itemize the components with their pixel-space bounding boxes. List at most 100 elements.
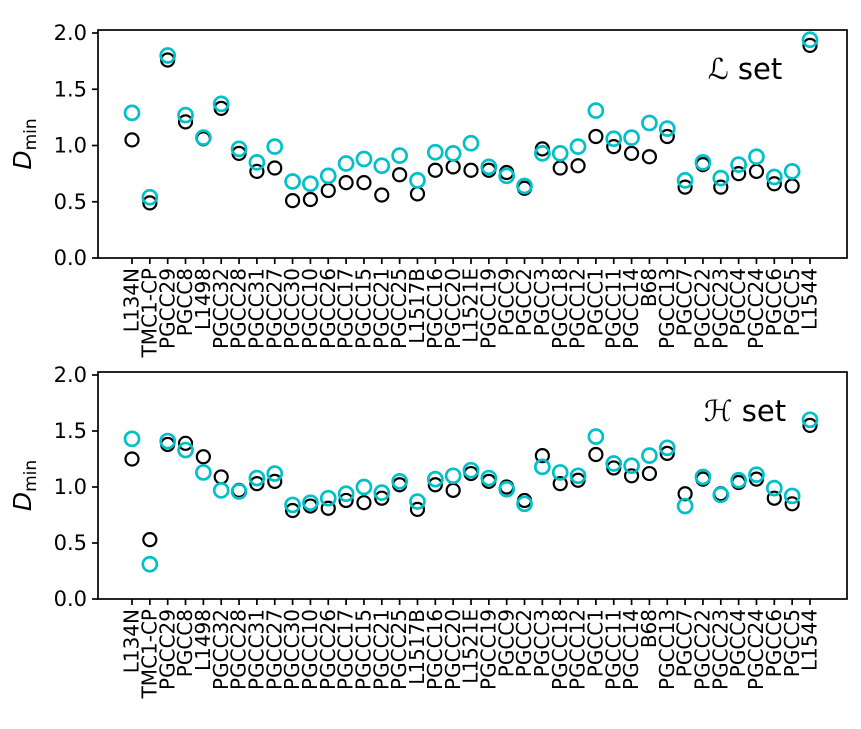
data-point-cyan — [676, 497, 694, 515]
data-point-cyan — [480, 469, 498, 487]
x-tick-label: PGCC4 — [726, 609, 750, 677]
x-tick-label: PGCC31 — [244, 609, 268, 690]
data-point-cyan — [569, 138, 587, 155]
y-tick-label: 0.5 — [54, 531, 87, 555]
data-point-black — [606, 139, 622, 155]
data-point-cyan — [426, 143, 444, 161]
y-axis-label: Dmin — [8, 118, 41, 169]
y-tick-label: 1.0 — [54, 134, 87, 158]
data-point-cyan — [230, 140, 248, 158]
data-point-cyan — [694, 154, 712, 171]
data-point-cyan — [409, 172, 426, 189]
x-tick-label: PGCC20 — [441, 609, 465, 690]
data-point-cyan — [355, 478, 373, 496]
data-point-cyan — [641, 447, 658, 464]
data-point-cyan — [498, 167, 516, 185]
x-tick-label: PGCC20 — [441, 268, 465, 349]
data-point-cyan — [587, 428, 605, 445]
data-point-black — [338, 492, 354, 509]
x-tick-label: PGCC13 — [655, 268, 679, 349]
x-tick-label: PGCC21 — [369, 609, 393, 690]
data-point-cyan — [319, 167, 337, 185]
data-point-black — [552, 160, 568, 176]
x-tick-label: PGCC25 — [387, 268, 411, 349]
x-tick-label: PGCC26 — [316, 609, 340, 690]
y-tick-label: 0.5 — [54, 190, 87, 214]
data-point-cyan — [284, 496, 301, 514]
y-tick-label: 2.0 — [54, 21, 87, 45]
x-tick-label: PGCC8 — [173, 268, 197, 336]
data-point-cyan — [641, 114, 658, 132]
x-tick-label: PGCC28 — [227, 268, 251, 349]
data-point-black — [142, 532, 158, 548]
x-tick-label: PGCC8 — [173, 609, 197, 677]
data-point-cyan — [248, 469, 266, 487]
data-point-cyan — [569, 467, 587, 485]
data-point-black — [124, 132, 140, 148]
y-tick-label: 0.0 — [54, 246, 87, 270]
data-point-cyan — [748, 148, 765, 166]
data-point-cyan — [534, 145, 551, 162]
x-tick-label: L134N — [120, 268, 144, 332]
x-tick-label: PGCC18 — [548, 609, 572, 690]
data-point-black — [142, 195, 158, 211]
data-point-black — [284, 502, 301, 519]
data-point-cyan — [141, 555, 159, 573]
data-point-cyan — [159, 47, 177, 64]
data-point-cyan — [391, 147, 408, 164]
data-point-black — [802, 417, 818, 433]
x-tick-label: L1521E — [459, 268, 483, 343]
x-tick-label: L1498 — [191, 268, 215, 330]
data-point-cyan — [302, 175, 319, 193]
x-tick-label: PGCC32 — [209, 609, 233, 690]
data-point-black — [463, 162, 479, 178]
y-tick-label: 1.5 — [54, 419, 87, 443]
data-point-cyan — [212, 95, 230, 113]
x-tick-label: PGCC19 — [476, 268, 500, 349]
data-point-cyan — [534, 458, 551, 476]
data-point-cyan — [694, 468, 712, 486]
x-tick-label: PGCC1 — [583, 609, 607, 677]
data-point-cyan — [516, 177, 533, 195]
data-point-black — [320, 500, 336, 516]
data-point-cyan — [266, 138, 284, 155]
data-point-cyan — [676, 172, 694, 189]
x-tick-label: PGCC3 — [530, 268, 554, 336]
x-tick-label: PGCC30 — [280, 268, 304, 349]
data-point-black — [445, 482, 461, 498]
data-point-black — [320, 182, 336, 199]
data-point-black — [766, 490, 782, 506]
data-point-cyan — [730, 471, 747, 489]
data-point-black — [267, 473, 283, 489]
data-point-cyan — [355, 150, 373, 168]
x-tick-label: PGCC2 — [512, 268, 536, 336]
data-point-black — [356, 175, 372, 191]
data-point-cyan — [801, 411, 819, 429]
x-tick-label: L1498 — [191, 609, 215, 671]
data-point-black — [213, 469, 229, 485]
data-point-cyan — [712, 169, 730, 187]
data-point-black — [623, 145, 640, 161]
data-point-black — [445, 159, 461, 175]
data-point-cyan — [730, 156, 747, 173]
x-tick-label: L1517B — [405, 609, 429, 685]
x-tick-label: PGCC6 — [762, 268, 786, 336]
x-tick-label: PGCC16 — [423, 268, 447, 349]
x-tick-label: PGCC28 — [227, 609, 251, 690]
data-point-cyan — [123, 104, 141, 122]
x-tick-label: PGCC16 — [423, 609, 447, 690]
data-point-cyan — [783, 487, 801, 505]
data-point-cyan — [123, 430, 141, 448]
data-point-black — [284, 193, 301, 209]
data-point-black — [249, 163, 265, 179]
x-tick-label: PGCC11 — [601, 268, 625, 349]
y-tick-label: 2.0 — [54, 363, 87, 387]
x-tick-label: PGCC21 — [369, 268, 393, 349]
x-tick-label: PGCC10 — [298, 268, 322, 349]
data-point-black — [588, 128, 604, 145]
x-tick-label: PGCC5 — [780, 609, 804, 677]
data-point-cyan — [373, 484, 391, 501]
data-point-black — [409, 501, 426, 517]
data-point-black — [124, 451, 140, 467]
data-point-black — [731, 166, 747, 182]
